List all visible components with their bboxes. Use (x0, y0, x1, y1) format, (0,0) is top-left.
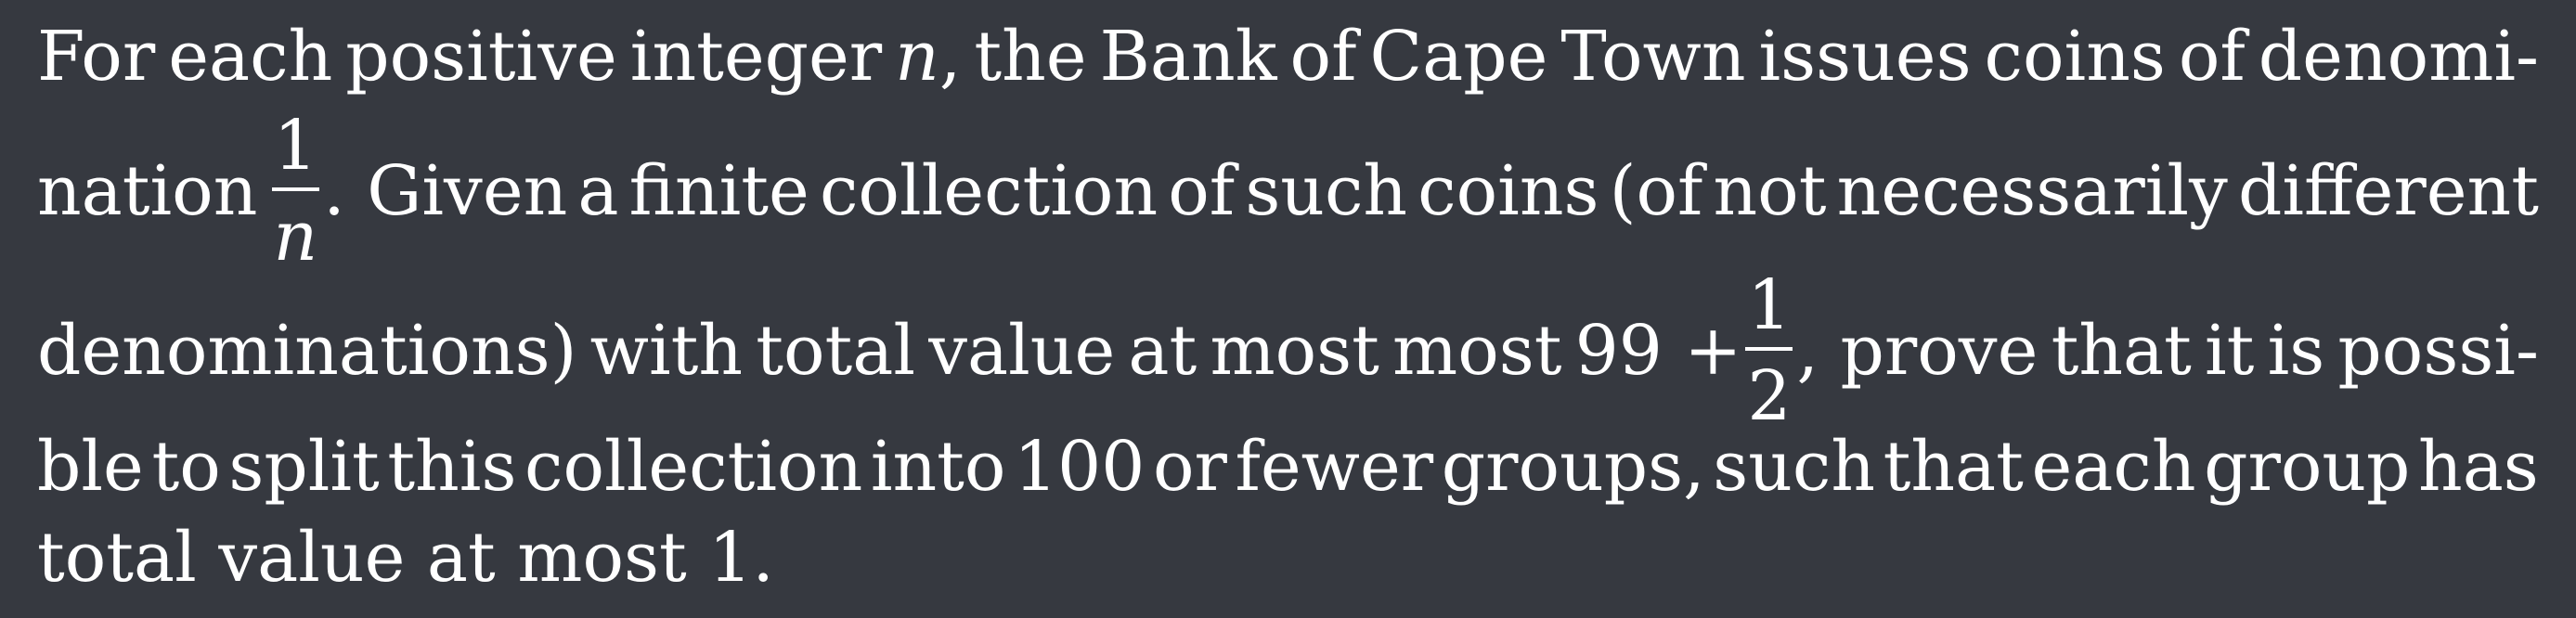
word: with (589, 311, 744, 391)
text-line-1: For each positive integer n, the Bank of… (37, 22, 2539, 91)
text-line-4: ble to split this collection into 100 or… (37, 432, 2539, 501)
fraction-numerator: 1 (1747, 265, 1792, 345)
word: not (1713, 151, 1827, 231)
text-line-3: denominations) with total value at most … (37, 269, 2539, 432)
word: most (1210, 311, 1379, 391)
word: such (1713, 427, 1875, 507)
fraction-numerator: 1 (273, 106, 317, 186)
word: nation (37, 151, 258, 231)
word: issues (1758, 17, 1972, 97)
word: of (1168, 151, 1236, 231)
word: Town (1560, 17, 1746, 97)
variable-n: n, (895, 17, 962, 97)
word: is (2267, 311, 2325, 391)
word: Bank (1099, 17, 1277, 97)
word: into (870, 427, 1006, 507)
word: For (37, 17, 156, 97)
word: ble (37, 427, 144, 507)
word: at (1128, 311, 1197, 391)
word: that (1883, 427, 2024, 507)
word: . Given (323, 151, 568, 231)
word: group (2204, 427, 2411, 507)
word: collection (819, 151, 1159, 231)
word: it (2205, 311, 2255, 391)
fraction-bar (271, 187, 320, 191)
word: coins (1984, 17, 2166, 97)
text-line-2: nation 1 n . Given a finite collection o… (37, 109, 2539, 273)
word: or (1152, 427, 1227, 507)
fraction-one-over-n-group: 1 n . Given (268, 106, 568, 277)
word: this (387, 427, 517, 507)
text-line-5: total value at most 1. (37, 523, 2539, 592)
word: coins (1417, 151, 1599, 231)
word: value (928, 311, 1116, 391)
word: split (228, 427, 380, 507)
word: such (1245, 151, 1408, 231)
word: that (2051, 311, 2192, 391)
word: of (2178, 17, 2246, 97)
fraction-one-half: 1 2 (1745, 271, 1793, 431)
word: different (2237, 151, 2539, 231)
word: collection (524, 427, 863, 507)
word: fewer (1235, 427, 1434, 507)
word: the (974, 17, 1087, 97)
word: a (577, 151, 619, 231)
word: most (1392, 311, 1562, 391)
word: to (151, 427, 221, 507)
word: necessarily (1836, 151, 2228, 231)
word: positive (345, 17, 617, 97)
word: total (756, 311, 916, 391)
fraction-one-over-n: 1 n (271, 106, 320, 277)
word: Cape (1369, 17, 1548, 97)
word: denominations) (37, 311, 577, 391)
final-line-text: total value at most 1. (37, 518, 774, 598)
word: integer (629, 17, 883, 97)
word: (of (1609, 151, 1703, 231)
expression-99-plus-half: 99 + 1 2 , prove (1575, 271, 2039, 431)
word: denomi- (2258, 17, 2539, 97)
fraction-denominator: 2 (1747, 356, 1792, 436)
word: finite (628, 151, 809, 231)
word: has (2418, 427, 2539, 507)
word: each (168, 17, 333, 97)
word: groups, (1441, 427, 1705, 507)
expression-99-plus: 99 + (1574, 311, 1742, 391)
word: possi- (2337, 311, 2539, 391)
word: each (2031, 427, 2196, 507)
fraction-bar (1745, 347, 1793, 351)
fraction-denominator: n (273, 197, 318, 277)
word: of (1289, 17, 1357, 97)
word: , prove (1796, 311, 2039, 391)
word: 100 (1014, 427, 1146, 507)
